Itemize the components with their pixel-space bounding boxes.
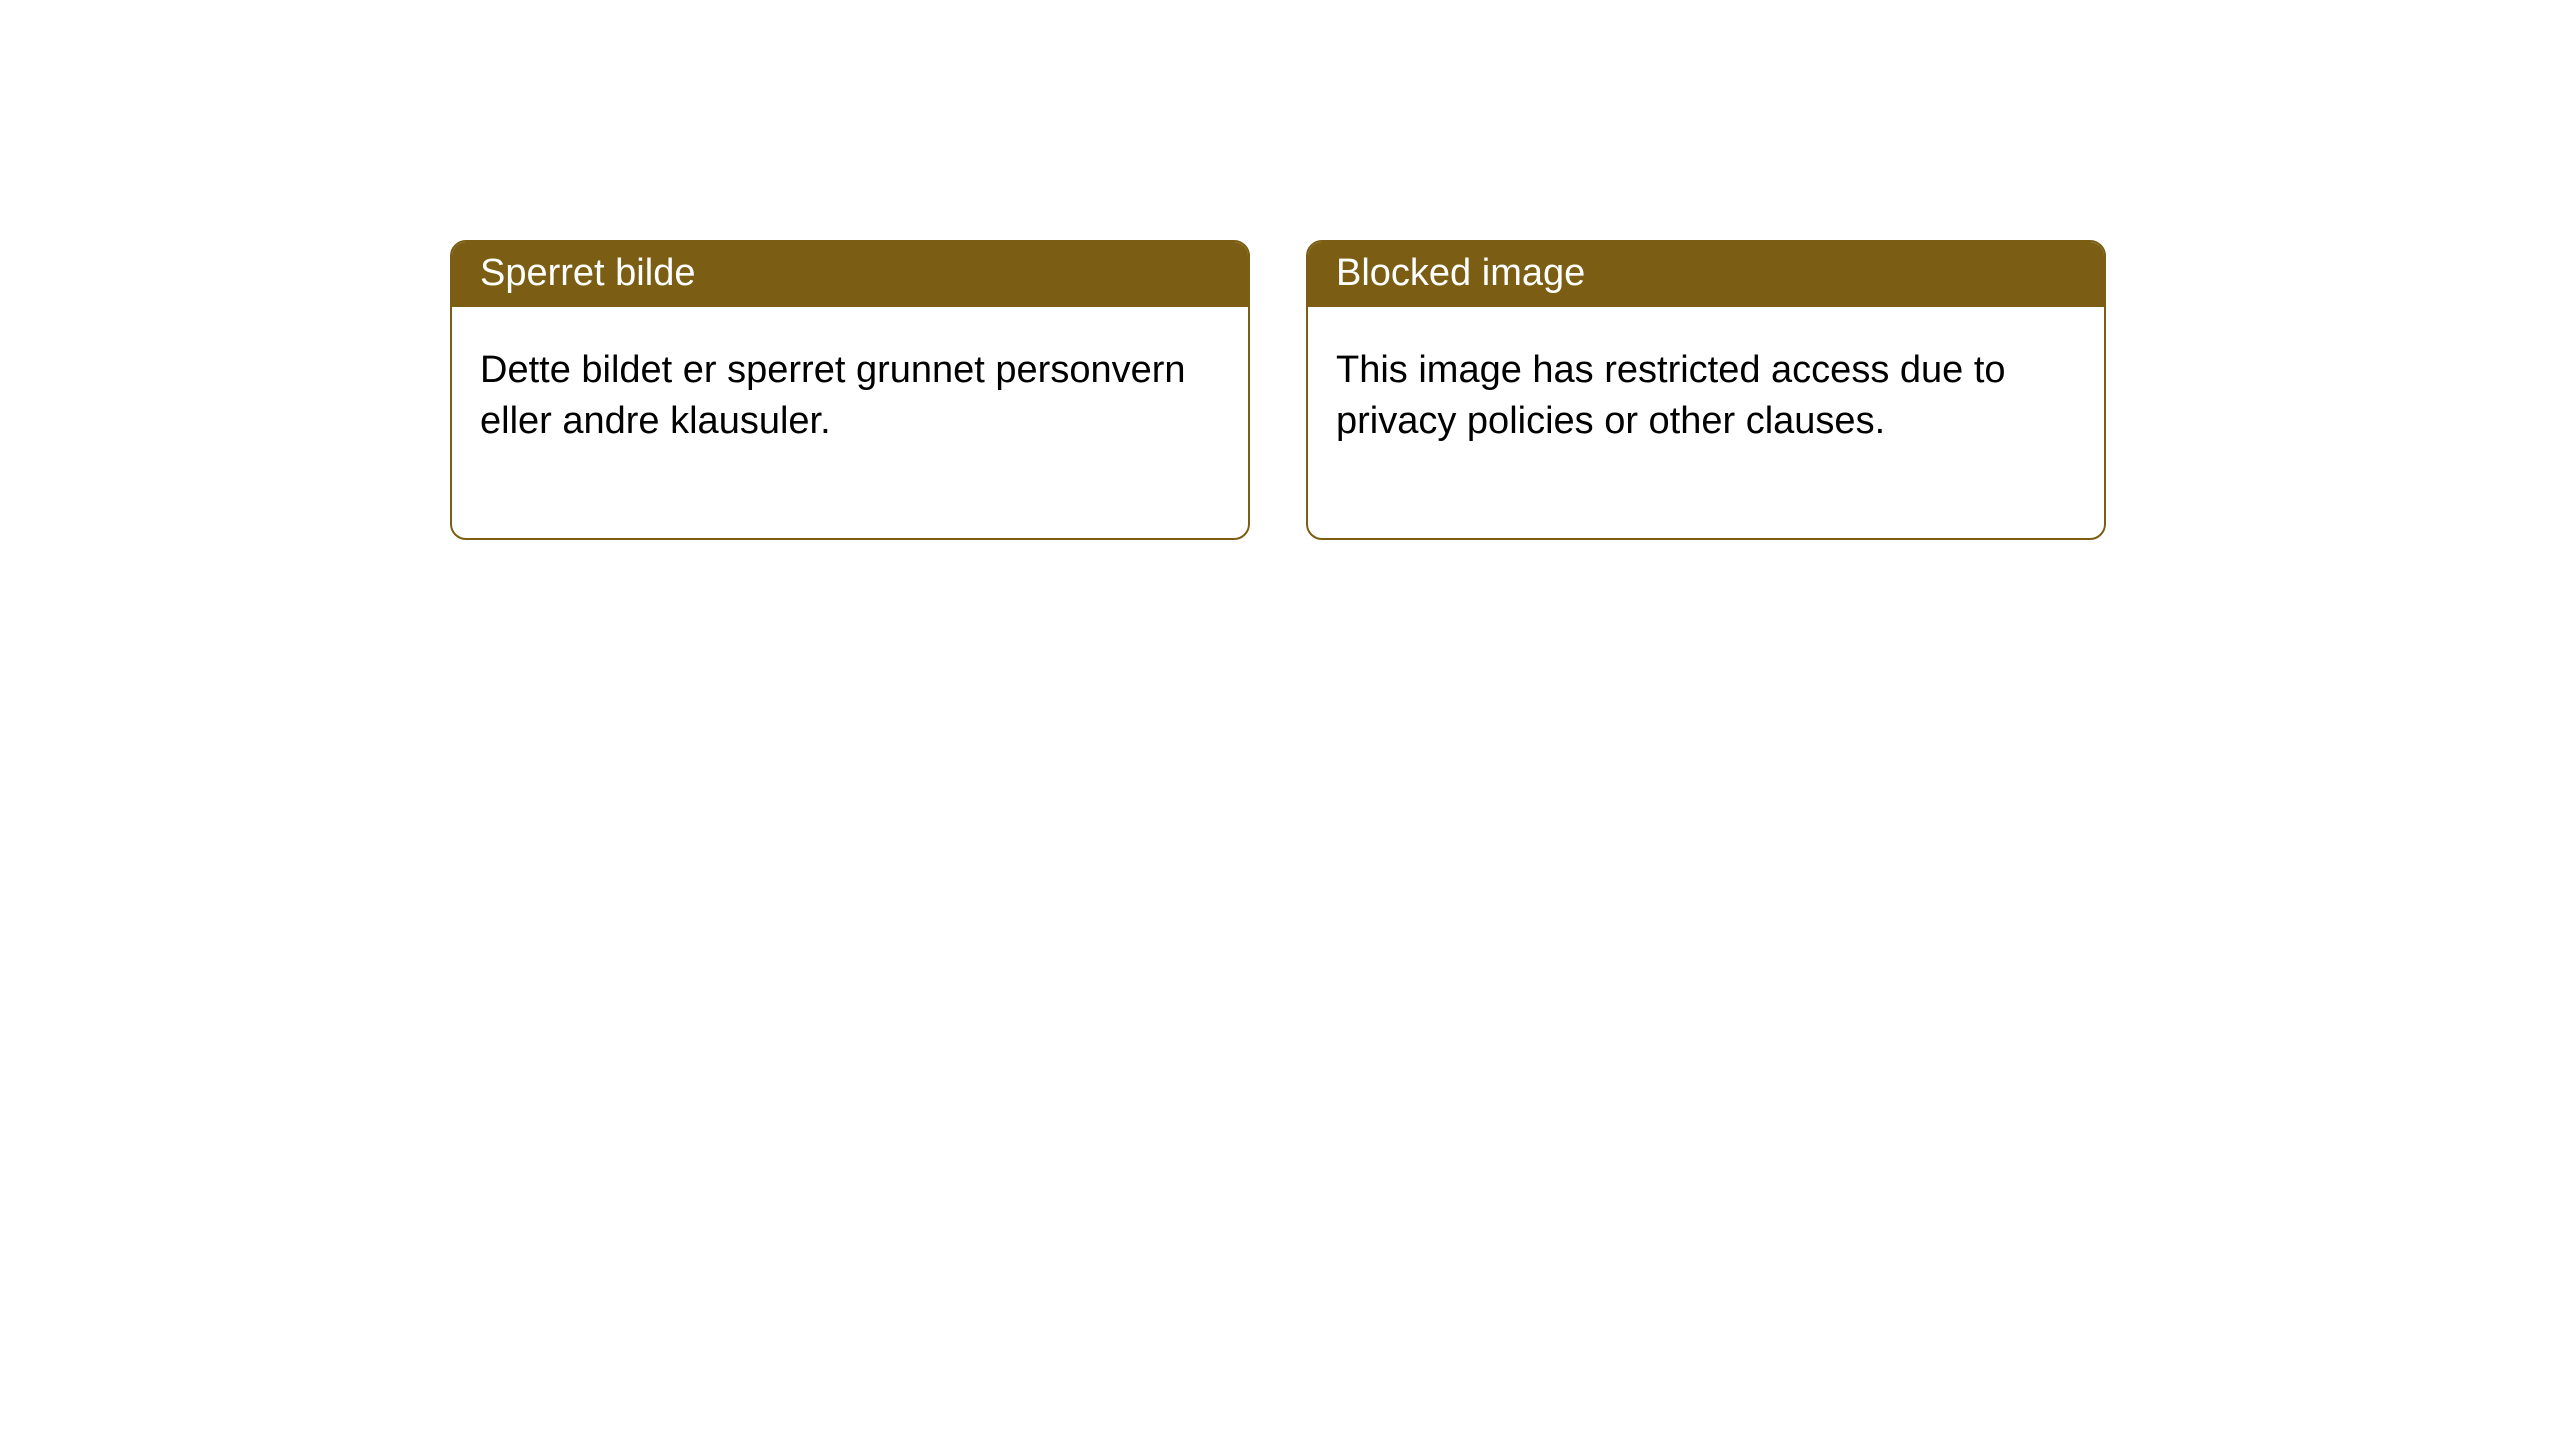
notice-container: Sperret bilde Dette bildet er sperret gr… <box>0 0 2560 540</box>
notice-header: Sperret bilde <box>452 242 1248 307</box>
notice-header: Blocked image <box>1308 242 2104 307</box>
notice-body: Dette bildet er sperret grunnet personve… <box>452 307 1248 538</box>
notice-body: This image has restricted access due to … <box>1308 307 2104 538</box>
notice-box-english: Blocked image This image has restricted … <box>1306 240 2106 540</box>
notice-box-norwegian: Sperret bilde Dette bildet er sperret gr… <box>450 240 1250 540</box>
